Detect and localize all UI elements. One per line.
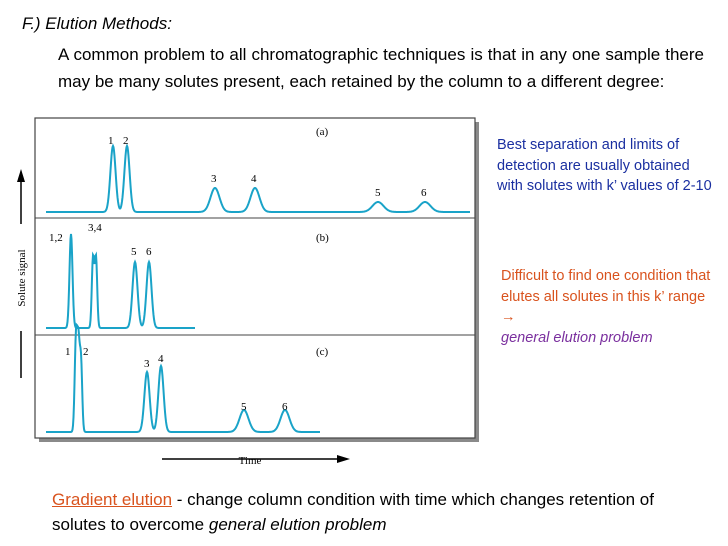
difficulty-note: Difficult to find one condition that elu… — [501, 266, 716, 348]
gradient-elution-link[interactable]: Gradient elution — [52, 490, 173, 509]
gradient-elution-paragraph: Gradient elution - change column conditi… — [52, 487, 712, 537]
peak-label: 6 — [282, 401, 288, 413]
difficulty-note-emphasis: general elution problem — [501, 329, 653, 346]
x-axis-arrowhead — [337, 455, 350, 463]
intro-paragraph: A common problem to all chromatographic … — [58, 45, 704, 91]
gradient-elution-text: - change column condition with time whic… — [52, 490, 654, 534]
peak-label: 4 — [158, 353, 164, 365]
section-heading: F.) Elution Methods: — [22, 14, 172, 33]
y-axis-arrowhead — [17, 169, 25, 182]
peak-label: 1 — [108, 135, 114, 147]
separation-note: Best separation and limits of detection … — [497, 137, 712, 194]
peak-label: 6 — [421, 187, 427, 199]
trace-b — [46, 233, 195, 329]
peak-label: 3 — [211, 173, 217, 185]
peak-label: 1,2 — [49, 232, 63, 244]
peak-label: 2 — [83, 346, 89, 358]
peak-label: 3 — [144, 358, 150, 370]
gradient-elution-emphasis: general elution problem — [208, 515, 387, 534]
panel-label-c: (c) — [316, 346, 329, 358]
arrow-icon: → — [501, 309, 516, 325]
peak-label: 4 — [251, 173, 257, 185]
panel-label-a: (a) — [316, 126, 329, 138]
peak-label: 5 — [131, 246, 137, 258]
peak-label: 1 — [65, 346, 71, 358]
chromatogram-svg: (a) (b) (c) 1 2 3 4 5 6 1,2 3,4 5 6 1 2 … — [16, 117, 479, 467]
figure-frame — [34, 117, 476, 439]
peak-label: 2 — [123, 135, 129, 147]
chromatogram-figure: (a) (b) (c) 1 2 3 4 5 6 1,2 3,4 5 6 1 2 … — [10, 116, 480, 476]
peak-label: 5 — [241, 401, 247, 413]
y-axis-label: Solute signal — [16, 249, 28, 306]
trace-c — [46, 322, 320, 433]
x-axis-label: Time — [239, 455, 262, 467]
peak-label: 3,4 — [88, 222, 102, 234]
peak-label: 5 — [375, 187, 381, 199]
peak-label: 6 — [146, 246, 152, 258]
difficulty-note-text: Difficult to find one condition that elu… — [501, 268, 711, 305]
trace-a — [46, 143, 470, 213]
panel-label-b: (b) — [316, 232, 329, 244]
